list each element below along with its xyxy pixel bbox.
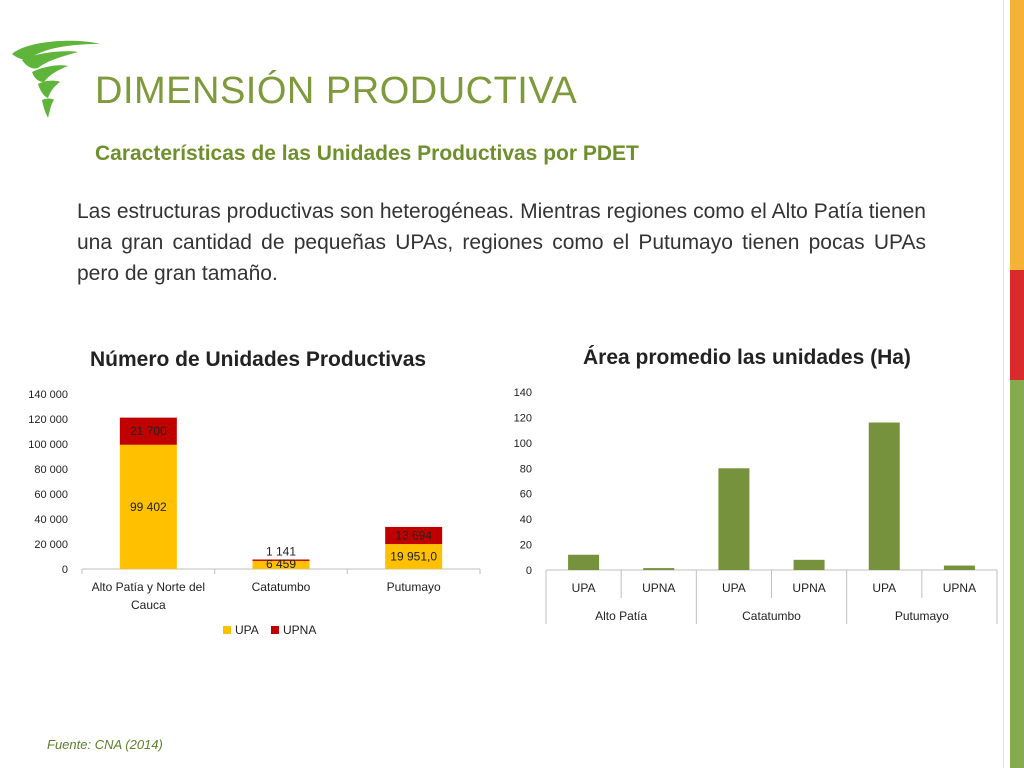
chart2-category-label: UPNA bbox=[943, 581, 976, 595]
chart2-bar bbox=[793, 559, 825, 570]
source-note: Fuente: CNA (2014) bbox=[47, 737, 163, 752]
chart1-data-label-upa: 19 951,0 bbox=[390, 550, 437, 564]
chart1-bar-upna bbox=[385, 526, 443, 545]
chart1-y-tick-label: 80 000 bbox=[34, 464, 68, 476]
chart1-bar-upa bbox=[252, 560, 310, 569]
chart2-category-label: UPA bbox=[872, 581, 896, 595]
chart1-category-label: Putumayo bbox=[387, 580, 441, 594]
body-paragraph: Las estructuras productivas son heterogé… bbox=[77, 200, 926, 285]
chart1-data-label-upa: 99 402 bbox=[130, 500, 167, 514]
chart1-y-tick-label: 20 000 bbox=[34, 539, 68, 551]
chart2-group-label: Alto Patía bbox=[595, 609, 647, 623]
side-color-stripe bbox=[1010, 0, 1024, 768]
chart1-category-label: Cauca bbox=[131, 598, 166, 612]
chart2-group-label: Catatumbo bbox=[742, 609, 801, 623]
chart1-bar-upna bbox=[119, 417, 177, 445]
chart2-bar bbox=[643, 568, 675, 570]
chart1-category-label: Catatumbo bbox=[252, 580, 311, 594]
chart1-y-tick-label: 60 000 bbox=[34, 489, 68, 501]
chart2-group-label: Putumayo bbox=[895, 609, 949, 623]
chart2-y-tick-label: 80 bbox=[520, 463, 532, 475]
chart2-y-tick-label: 20 bbox=[520, 540, 532, 552]
side-divider-line bbox=[1003, 0, 1004, 768]
chart2-bar bbox=[568, 554, 600, 570]
chart1-y-tick-label: 0 bbox=[62, 564, 68, 576]
chart1-data-label-upna: 21 700 bbox=[130, 424, 167, 438]
chart-units-title: Número de Unidades Productivas bbox=[90, 348, 427, 371]
chart1-category-label: Alto Patía y Norte del bbox=[92, 580, 205, 594]
chart2-bar bbox=[868, 422, 900, 570]
stripe-red bbox=[1010, 270, 1024, 380]
chart1-bar-upna bbox=[252, 559, 310, 561]
chart1-y-tick-label: 100 000 bbox=[28, 439, 68, 451]
chart2-category-label: UPA bbox=[722, 581, 746, 595]
chart2-bar bbox=[943, 565, 975, 570]
chart1-y-tick-label: 140 000 bbox=[28, 389, 68, 401]
chart2-category-label: UPNA bbox=[792, 581, 825, 595]
chart2-y-tick-label: 0 bbox=[526, 565, 532, 577]
tornado-logo-icon bbox=[12, 40, 100, 118]
chart2-y-tick-label: 60 bbox=[520, 489, 532, 501]
stripe-orange bbox=[1010, 0, 1024, 270]
page-subtitle: Características de las Unidades Producti… bbox=[95, 142, 639, 165]
chart1-y-tick-label: 40 000 bbox=[34, 514, 68, 526]
legend-label-upa: UPA bbox=[235, 623, 259, 637]
chart1-data-label-upna: 1 141 bbox=[266, 545, 296, 559]
chart2-category-label: UPA bbox=[572, 581, 596, 595]
legend-label-upna: UPNA bbox=[283, 623, 316, 637]
legend-swatch-upna bbox=[271, 626, 279, 634]
chart1-y-tick-label: 120 000 bbox=[28, 414, 68, 426]
legend-swatch-upa bbox=[223, 626, 231, 634]
chart-area-title: Área promedio las unidades (Ha) bbox=[583, 346, 911, 369]
page-title: DIMENSIÓN PRODUCTIVA bbox=[95, 70, 578, 112]
chart2-y-tick-label: 100 bbox=[514, 438, 532, 450]
chart2-bar bbox=[718, 468, 750, 570]
stripe-green bbox=[1010, 380, 1024, 768]
chart1-bar-upa bbox=[385, 544, 443, 569]
chart2-y-tick-label: 140 bbox=[514, 387, 532, 399]
chart2-y-tick-label: 40 bbox=[520, 514, 532, 526]
chart2-category-label: UPNA bbox=[642, 581, 675, 595]
chart1-bar-upa bbox=[119, 444, 177, 569]
chart2-y-tick-label: 120 bbox=[514, 412, 532, 424]
chart1-data-label-upa: 6 459 bbox=[266, 557, 296, 571]
chart1-data-label-upna: 13 694 bbox=[395, 529, 432, 543]
